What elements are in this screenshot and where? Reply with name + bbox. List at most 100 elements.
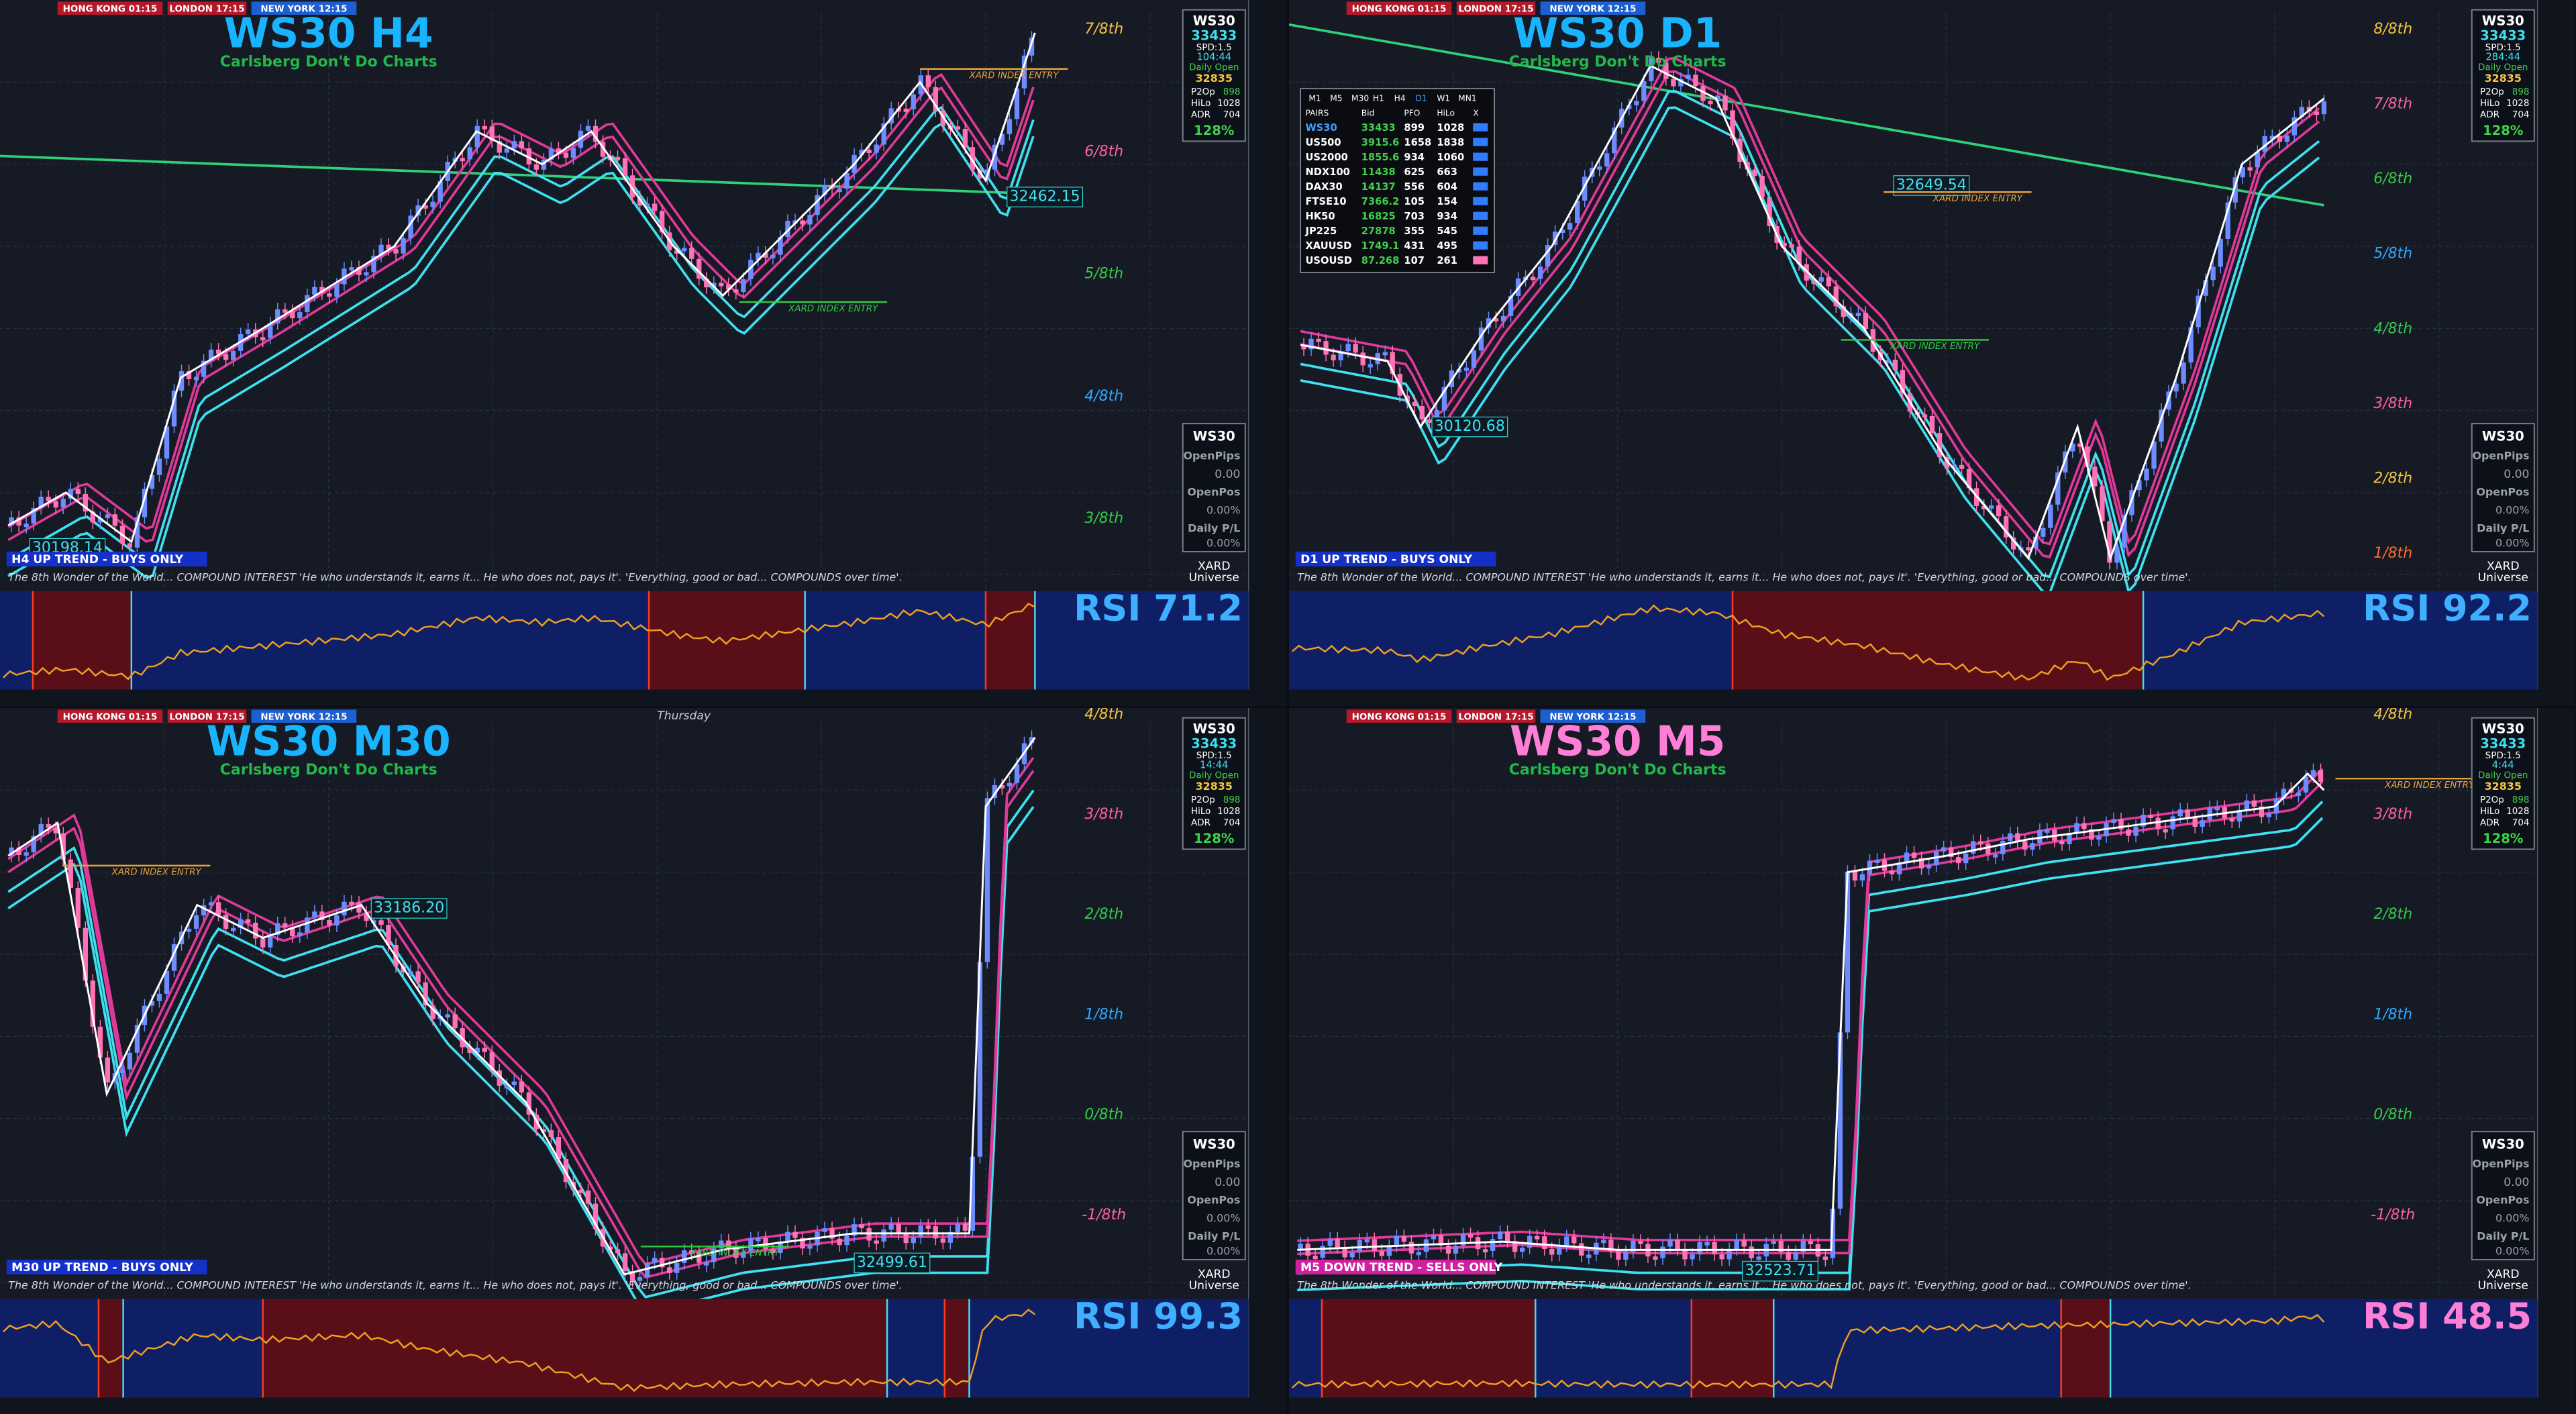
info-stat-label: HiLo: [1191, 807, 1210, 817]
candle: [53, 827, 58, 834]
candle: [386, 244, 391, 250]
session-badge: [1456, 709, 1536, 723]
octave-label: -1/8th: [1082, 1207, 1126, 1223]
candle: [955, 1223, 961, 1232]
price-axis: [1248, 0, 1286, 706]
moving-average: [7, 806, 1035, 1315]
candle: [2114, 547, 2120, 563]
candle: [297, 932, 303, 937]
timeframe: M1: [1308, 93, 1321, 103]
candle: [1722, 95, 1728, 111]
candle: [230, 927, 236, 931]
candle: [260, 938, 266, 948]
candle: [452, 1014, 458, 1029]
time-axis: [0, 1397, 1286, 1414]
candle: [282, 309, 288, 313]
candle: [1438, 1235, 1444, 1246]
price-label: 32649.54: [1896, 176, 1967, 193]
candle: [888, 108, 894, 123]
candle: [1493, 318, 1499, 322]
table-indicator: [1473, 256, 1488, 264]
candle: [1527, 1235, 1533, 1248]
annotation: XARD INDEX ENTRY: [788, 304, 879, 314]
candle: [526, 148, 532, 165]
price-axis: [1248, 708, 1286, 1414]
moving-average: [1289, 23, 2324, 207]
candle: [1500, 315, 1506, 321]
candle: [2170, 816, 2175, 829]
candle: [881, 123, 886, 145]
info-daily-open: 32835: [2485, 780, 2522, 793]
candle: [268, 935, 273, 948]
candle: [2048, 504, 2053, 528]
candle: [719, 1240, 724, 1249]
session-badge: [167, 709, 247, 723]
candle: [593, 125, 599, 142]
info-box: [2471, 9, 2535, 142]
table-header: PFO: [1404, 108, 1420, 117]
candle: [2118, 819, 2124, 829]
table-cell: 431: [1404, 240, 1425, 252]
table-indicator: [1473, 226, 1488, 235]
info-timer: 284:44: [2485, 52, 2520, 63]
candle: [1453, 1246, 1459, 1254]
info-stat-value: 704: [2512, 818, 2530, 828]
timeframe: MN1: [1458, 93, 1476, 103]
info-stat-value: 1028: [1217, 99, 1240, 109]
rsi-zone: [1321, 1299, 1536, 1398]
candle: [1730, 110, 1735, 139]
table-cell: 16825: [1361, 211, 1396, 222]
candle: [741, 1251, 746, 1258]
candle: [2255, 152, 2260, 168]
moving-average: [7, 72, 1035, 530]
candle: [186, 928, 192, 932]
panel-subtitle: Carlsberg Don't Do Charts: [220, 54, 437, 70]
table-cell: WS30: [1305, 122, 1337, 134]
pairs-table: [1300, 88, 1495, 273]
candle: [1859, 874, 1865, 881]
candle: [2041, 527, 2046, 537]
candle: [2022, 841, 2028, 850]
candle: [2196, 295, 2201, 327]
candle: [1996, 505, 2002, 517]
candle: [2129, 490, 2134, 515]
info-spread: SPD:1.5: [1196, 751, 1232, 761]
octave-label: 4/8th: [1084, 708, 1123, 723]
account-open-pos-label: OpenPos: [2476, 1193, 2529, 1206]
candle: [437, 181, 443, 202]
candle: [2296, 792, 2302, 796]
candle: [1456, 369, 1462, 373]
octave-label: 3/8th: [2373, 806, 2412, 823]
candle: [1408, 1242, 1414, 1254]
candle: [1966, 468, 1972, 489]
rsi-line: [1292, 604, 2325, 681]
candle: [305, 295, 310, 313]
table-cell: JP225: [1304, 225, 1337, 237]
candle: [1327, 1238, 1333, 1246]
candle: [637, 1276, 643, 1281]
candle: [282, 923, 288, 927]
candle: [925, 1225, 931, 1229]
candle: [615, 1249, 621, 1254]
moving-average: [7, 86, 1035, 543]
candle: [519, 1081, 524, 1093]
candle: [667, 1267, 672, 1273]
session-label: NEW YORK 12:15: [1549, 4, 1636, 14]
annotation: XARD INDEX ENTRY: [968, 71, 1060, 81]
info-stat-label: ADR: [1191, 818, 1210, 828]
candle: [585, 1191, 591, 1204]
candle: [423, 982, 428, 1006]
candle: [519, 141, 524, 149]
table-cell: 14137: [1361, 181, 1396, 193]
candle: [1700, 86, 1706, 101]
table-cell: 1060: [1437, 152, 1464, 163]
candle: [1557, 1245, 1562, 1255]
candle: [156, 993, 162, 1001]
candle: [652, 203, 658, 211]
candle: [230, 350, 236, 360]
octave-label: 0/8th: [2373, 1107, 2412, 1123]
candle: [1575, 200, 1580, 223]
candle: [1014, 88, 1020, 119]
rsi-label: RSI 71.2: [1074, 587, 1243, 629]
session-label: NEW YORK 12:15: [260, 4, 347, 14]
